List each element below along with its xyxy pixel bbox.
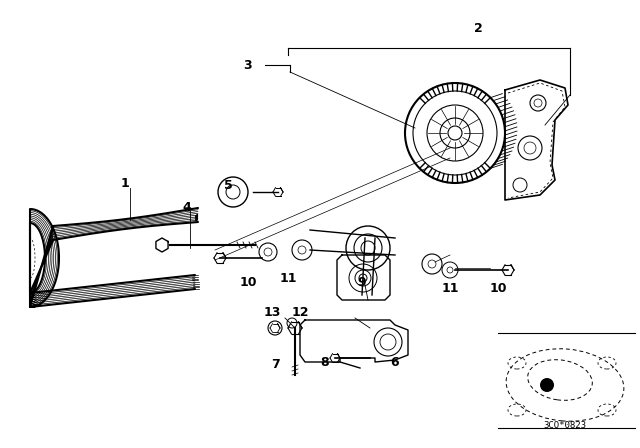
Text: 11: 11 [441, 281, 459, 294]
Text: 9: 9 [358, 276, 366, 289]
Text: 11: 11 [279, 271, 297, 284]
Text: 2: 2 [474, 22, 483, 34]
Text: 1: 1 [120, 177, 129, 190]
Text: 12: 12 [291, 306, 308, 319]
Text: 13: 13 [263, 306, 281, 319]
Text: 5: 5 [223, 178, 232, 191]
Text: 3: 3 [243, 59, 252, 72]
Text: 3CO*0823: 3CO*0823 [543, 421, 586, 430]
Circle shape [540, 378, 554, 392]
Text: 7: 7 [271, 358, 280, 371]
Text: 8: 8 [321, 357, 330, 370]
Text: 6: 6 [390, 357, 399, 370]
Text: 10: 10 [239, 276, 257, 289]
Text: 10: 10 [489, 281, 507, 294]
Text: 4: 4 [182, 201, 191, 214]
